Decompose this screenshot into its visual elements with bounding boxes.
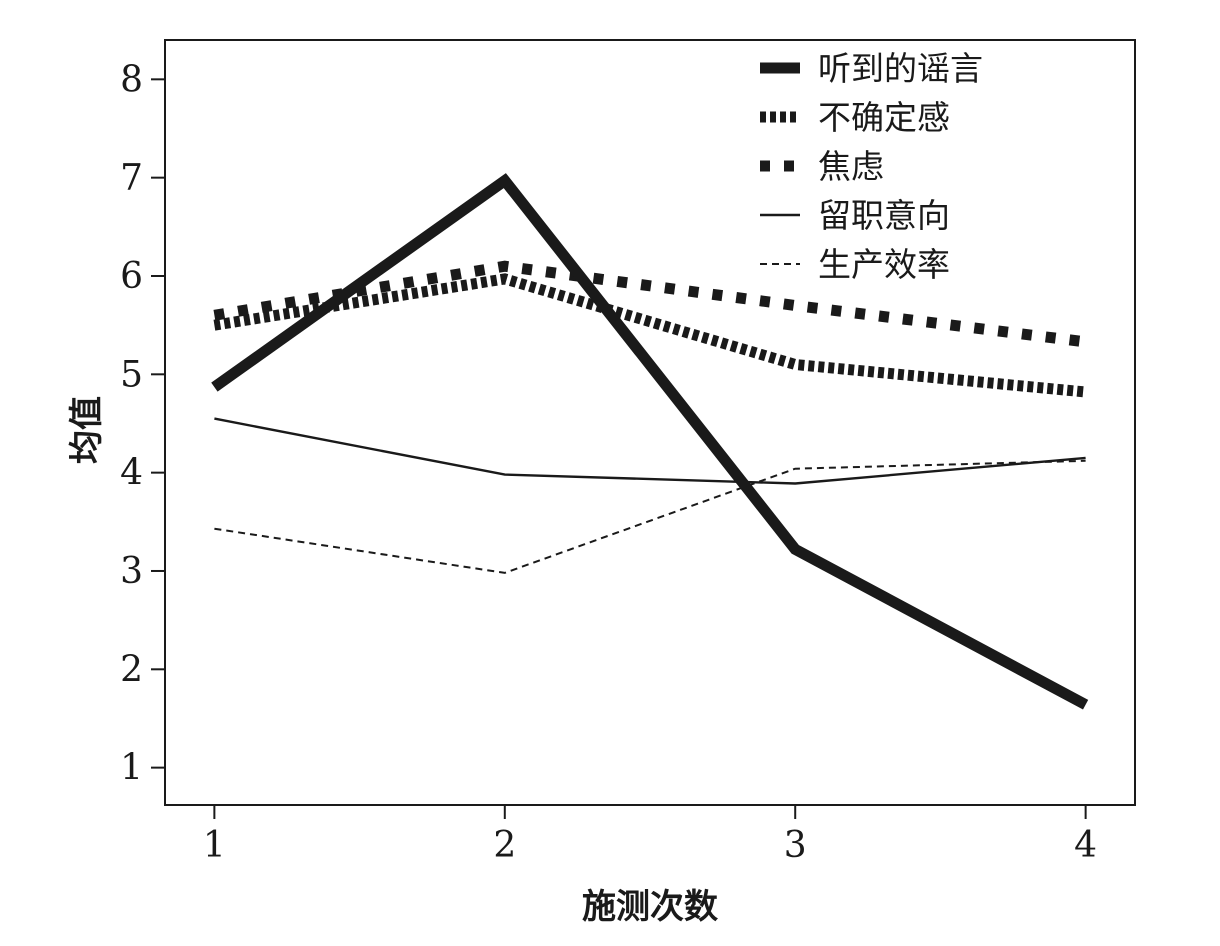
x-axis: 1 2 3 4 [203, 805, 1097, 866]
x-tick-label: 1 [203, 825, 226, 866]
x-axis-title: 施测次数 [582, 887, 718, 927]
y-tick-label: 3 [120, 551, 143, 592]
y-tick-label: 1 [120, 748, 143, 789]
series-line-5 [214, 459, 1086, 574]
series-line-2 [213, 273, 1087, 398]
x-tick-label: 3 [784, 825, 807, 866]
legend-label-1: 听到的谣言 [818, 49, 983, 88]
y-tick-label: 5 [120, 354, 143, 395]
x-tick-label: 4 [1074, 825, 1097, 866]
series-line-1 [211, 173, 1089, 710]
y-tick-label: 7 [120, 158, 143, 199]
plot-frame [164, 39, 1136, 806]
y-axis-title: 均值 [67, 396, 107, 464]
y-tick-label: 8 [120, 59, 143, 100]
y-tick-label: 2 [120, 649, 143, 690]
legend-label-3: 焦虑 [818, 147, 884, 186]
x-tick-label: 2 [493, 825, 516, 866]
legend-label-2: 不确定感 [818, 98, 950, 137]
y-tick-label: 6 [120, 256, 143, 297]
series-layer [211, 173, 1089, 710]
series-line-4 [214, 417, 1086, 485]
legend-label-4: 留职意向 [818, 196, 950, 235]
series-line-3 [213, 260, 1087, 348]
legend-label-5: 生产效率 [818, 245, 950, 284]
y-tick-label: 4 [120, 453, 143, 494]
y-axis: 1 2 3 4 5 6 7 8 [120, 59, 165, 789]
